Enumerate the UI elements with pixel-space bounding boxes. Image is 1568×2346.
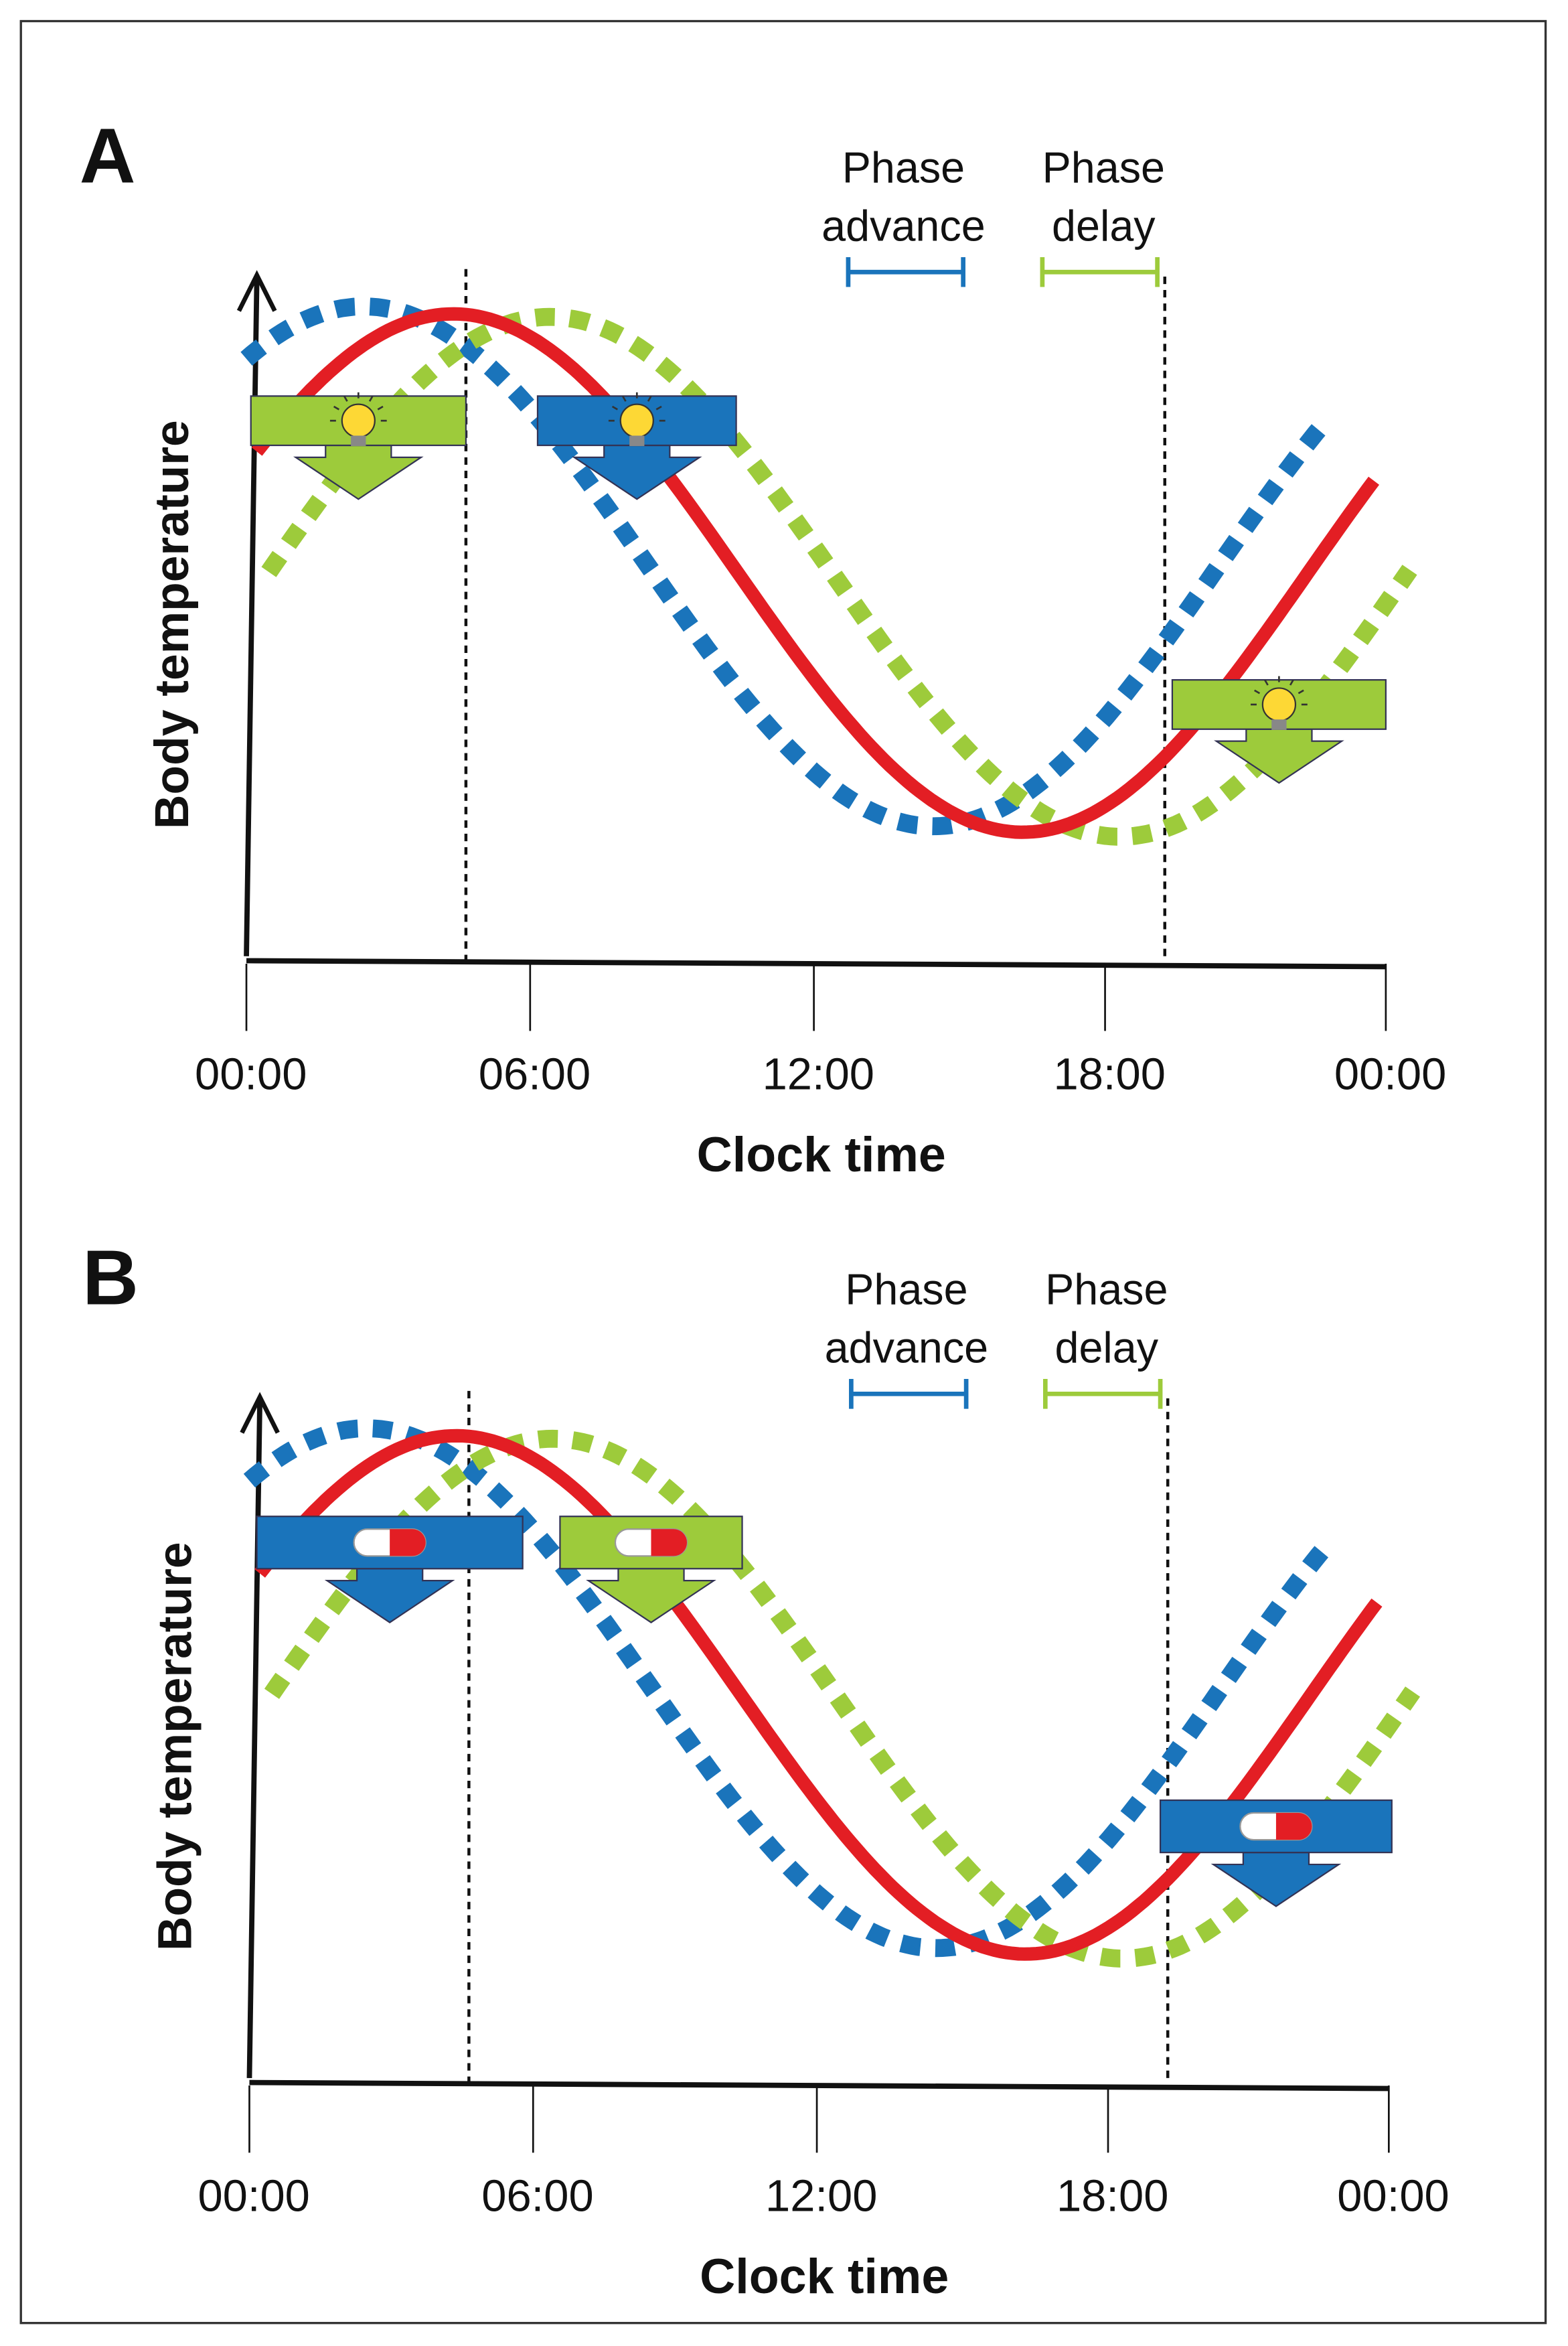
bulb — [619, 403, 654, 438]
x-tick-label: 18:00 — [1056, 2171, 1168, 2221]
arrow — [1210, 1851, 1342, 1907]
panel: B 00:00 06:00 12:00 18:00 00:00 Clock time Body… — [82, 1234, 1449, 2304]
delay-bracket — [1040, 256, 1160, 287]
x-tick-label: 12:00 — [763, 1049, 874, 1099]
ray — [1298, 689, 1304, 694]
arrow — [1214, 728, 1344, 784]
pill-red — [1275, 1812, 1312, 1840]
ray — [333, 405, 340, 411]
phase-delay-label: delay — [1054, 1323, 1158, 1372]
pill-red — [651, 1529, 688, 1556]
ray — [1264, 679, 1269, 686]
ray — [1254, 689, 1261, 694]
ray — [611, 405, 618, 411]
x-axis — [249, 2079, 1389, 2092]
phase-advance-label: Phase — [842, 143, 965, 192]
x-tick-label: 06:00 — [481, 2171, 593, 2221]
x-axis-label: Clock time — [700, 2248, 949, 2304]
arrow — [571, 444, 702, 500]
panel-letter: B — [82, 1234, 139, 1321]
curve-delayed — [264, 1429, 1421, 1968]
phase-delay-label: Phase — [1045, 1265, 1168, 1314]
x-tick-label: 00:00 — [198, 2171, 309, 2221]
arrow — [324, 1568, 455, 1623]
bulb — [1261, 687, 1297, 722]
ray — [377, 405, 384, 411]
y-axis-label: Body temperature — [149, 1542, 202, 1951]
ray — [368, 395, 374, 402]
advance-bracket — [849, 1379, 969, 1409]
bulb-base — [629, 435, 645, 447]
ray — [343, 395, 348, 402]
phase-advance-label: advance — [821, 201, 986, 250]
x-axis-label: Clock time — [697, 1126, 946, 1182]
x-tick-label: 12:00 — [765, 2171, 877, 2221]
phase-delay-label: delay — [1052, 201, 1156, 250]
x-tick-label: 00:00 — [1334, 1049, 1446, 1099]
y-axis — [246, 1400, 263, 2078]
arrow — [586, 1568, 716, 1623]
panel-letter: A — [80, 112, 136, 199]
x-tick-label: 06:00 — [479, 1049, 591, 1099]
x-axis — [246, 958, 1386, 970]
bulb-base — [351, 435, 366, 447]
ray — [655, 405, 662, 411]
advance-bracket — [846, 256, 966, 287]
x-tick-label: 00:00 — [195, 1049, 307, 1099]
bulb-base — [1271, 719, 1287, 730]
curve-normal — [251, 307, 1380, 839]
y-axis — [244, 278, 260, 956]
ray — [1289, 679, 1294, 686]
y-axis-label: Body temperature — [145, 420, 199, 829]
pill-red — [390, 1529, 426, 1556]
phase-advance-label: Phase — [845, 1265, 967, 1314]
panel: A 00:00 06:00 12:00 18:00 00:00 Clock time Body… — [80, 112, 1447, 1182]
y-arrow — [240, 1392, 280, 1434]
arrow — [293, 444, 424, 500]
curve-normal — [254, 1428, 1383, 1961]
ray — [647, 395, 652, 402]
x-tick-label: 00:00 — [1337, 2171, 1449, 2221]
phase-advance-label: advance — [825, 1323, 989, 1372]
curve-delayed — [261, 307, 1417, 846]
delay-bracket — [1042, 1379, 1163, 1409]
bulb — [341, 403, 376, 438]
x-tick-label: 18:00 — [1054, 1049, 1166, 1099]
ray — [621, 395, 627, 402]
phase-delay-label: Phase — [1042, 143, 1165, 192]
y-arrow — [236, 270, 277, 312]
